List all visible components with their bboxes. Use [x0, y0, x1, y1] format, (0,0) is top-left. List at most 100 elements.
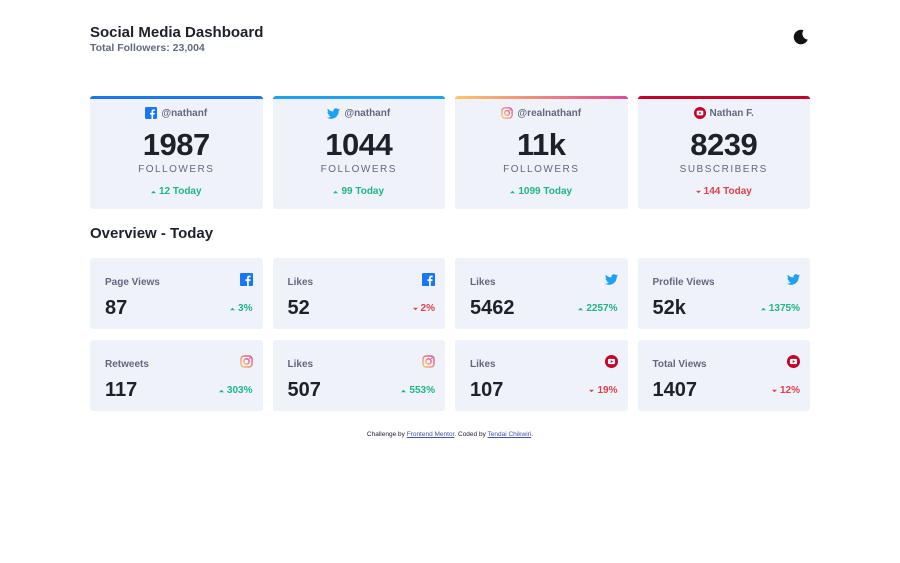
card-handle: @nathanf: [90, 106, 263, 120]
total-followers: Total Followers: 23,004: [90, 42, 205, 54]
facebook-icon: [145, 107, 158, 119]
youtube-icon: [693, 107, 706, 119]
overview-change-text: 553%: [409, 385, 435, 396]
overview-change-text: 12%: [779, 385, 800, 396]
card-handle: @realnathanf: [455, 106, 628, 120]
overview-label: Profile Views: [652, 277, 715, 288]
theme-toggle-button[interactable]: [790, 27, 810, 47]
overview-value: 107: [470, 379, 504, 401]
today-change: 144 Today: [638, 186, 811, 198]
overview-change-text: 303%: [226, 385, 253, 396]
overview-value: 52k: [652, 297, 686, 319]
arrow-up-icon: [218, 389, 224, 393]
arrow-up-icon: [333, 190, 339, 194]
overview-change: 303%: [218, 385, 253, 397]
follower-cards: @nathanf 1987 FOLLOWERS 12 Today @nathan…: [90, 96, 810, 209]
today-change: 12 Today: [90, 186, 263, 198]
handle-text: @nathanf: [161, 107, 208, 119]
youtube-icon: [787, 355, 800, 368]
follower-card-facebook[interactable]: @nathanf 1987 FOLLOWERS 12 Today: [90, 96, 263, 209]
facebook-icon: [422, 273, 435, 286]
overview-value: 87: [105, 297, 128, 319]
handle-text: @nathanf: [344, 107, 391, 119]
footer-prefix: Challenge by: [366, 431, 405, 438]
instagram-icon: [422, 355, 435, 368]
arrow-down-icon: [771, 389, 777, 393]
count-label: FOLLOWERS: [503, 164, 580, 175]
overview-label: Likes: [470, 359, 496, 370]
overview-value: 1407: [652, 379, 698, 401]
overview-card[interactable]: Profile Views 52k 1375%: [637, 258, 810, 329]
overview-label: Likes: [470, 277, 496, 288]
overview-value: 52: [287, 297, 310, 319]
overview-change-text: 1375%: [768, 303, 800, 314]
overview-label: Likes: [287, 359, 314, 370]
overview-card[interactable]: Likes 52 2%: [272, 258, 445, 329]
overview-change: 553%: [401, 385, 435, 397]
moon-icon: [793, 29, 808, 44]
frontend-mentor-link[interactable]: Frontend Mentor: [406, 431, 455, 438]
instagram-icon: [239, 355, 253, 368]
overview-change: 19%: [589, 385, 618, 397]
overview-change: 2257%: [578, 303, 618, 315]
overview-card[interactable]: Likes 107 19%: [455, 340, 628, 411]
twitter-icon: [604, 274, 618, 285]
count-label: SUBSCRIBERS: [679, 164, 768, 175]
overview-card[interactable]: Retweets 117 303%: [90, 340, 263, 411]
overview-change: 3%: [230, 303, 253, 315]
twitter-icon: [787, 274, 800, 285]
overview-change: 1375%: [760, 303, 800, 315]
card-accent-bar: [272, 96, 445, 99]
follower-count: 1987: [142, 127, 210, 162]
overview-title: Overview - Today: [90, 225, 214, 242]
footer-middle: . Coded by: [454, 431, 486, 438]
overview-change-text: 3%: [238, 303, 253, 314]
overview-value: 507: [287, 379, 321, 401]
overview-label: Likes: [287, 277, 314, 288]
overview-value: 117: [105, 379, 138, 401]
overview-value: 5462: [470, 297, 515, 319]
author-link[interactable]: Tendai Chikwiri: [487, 431, 532, 438]
overview-card[interactable]: Total Views 1407 12%: [637, 340, 810, 411]
arrow-up-icon: [760, 307, 766, 311]
overview-card[interactable]: Likes 5462 2257%: [455, 258, 628, 329]
today-change-text: 99 Today: [341, 186, 385, 197]
twitter-icon: [327, 107, 341, 119]
card-accent-bar: [637, 96, 810, 99]
follower-count: 8239: [690, 127, 758, 162]
count-label: FOLLOWERS: [138, 164, 215, 175]
overview-change-text: 19%: [597, 385, 618, 396]
follower-card-twitter[interactable]: @nathanf 1044 FOLLOWERS 99 Today: [272, 96, 446, 209]
youtube-icon: [604, 355, 618, 368]
follower-card-instagram[interactable]: @realnathanf 11k FOLLOWERS 1099 Today: [455, 96, 628, 209]
follower-card-youtube[interactable]: Nathan F. 8239 SUBSCRIBERS 144 Today: [637, 96, 811, 209]
arrow-up-icon: [401, 389, 407, 393]
facebook-icon: [239, 273, 253, 286]
instagram-icon: [501, 107, 514, 119]
card-handle: Nathan F.: [638, 106, 811, 120]
overview-card[interactable]: Page Views 87 3%: [90, 258, 263, 329]
overview-card[interactable]: Likes 507 553%: [272, 340, 445, 411]
overview-change-text: 2%: [420, 303, 435, 314]
card-accent-bar: [455, 96, 628, 99]
count-label: FOLLOWERS: [320, 164, 397, 175]
today-change-text: 1099 Today: [518, 186, 573, 197]
today-change: 1099 Today: [455, 186, 628, 198]
arrow-up-icon: [230, 307, 236, 311]
today-change: 99 Today: [273, 186, 446, 198]
page-header: Social Media Dashboard Total Followers: …: [90, 24, 810, 58]
today-change-text: 144 Today: [703, 186, 752, 197]
overview-change: 2%: [412, 303, 435, 315]
card-handle: @nathanf: [273, 106, 446, 120]
handle-text: @realnathanf: [517, 107, 582, 119]
arrow-down-icon: [589, 389, 595, 393]
arrow-up-icon: [150, 190, 156, 194]
handle-text: Nathan F.: [709, 107, 754, 119]
overview-label: Total Views: [652, 359, 707, 370]
attribution-footer: Challenge by Frontend Mentor. Coded by T…: [0, 431, 900, 439]
card-accent-bar: [90, 96, 263, 99]
page-title: Social Media Dashboard: [90, 24, 264, 41]
footer-suffix: .: [531, 431, 534, 438]
arrow-down-icon: [412, 307, 418, 311]
follower-count: 11k: [516, 127, 566, 162]
